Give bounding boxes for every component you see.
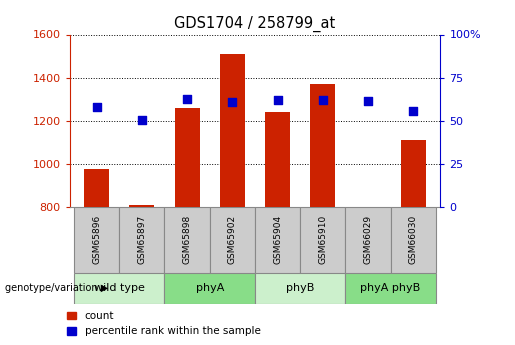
Bar [220, 54, 245, 207]
Title: GDS1704 / 258799_at: GDS1704 / 258799_at [174, 16, 336, 32]
Text: GSM65902: GSM65902 [228, 215, 237, 264]
Point [273, 98, 282, 103]
Bar [346, 207, 390, 273]
Text: GSM65910: GSM65910 [318, 215, 327, 264]
Text: GSM65904: GSM65904 [273, 215, 282, 264]
Bar [255, 207, 300, 273]
Text: phyA phyB: phyA phyB [360, 283, 421, 293]
Bar [164, 273, 255, 304]
Bar [175, 108, 199, 207]
Text: wild type: wild type [94, 283, 145, 293]
Point [364, 99, 372, 104]
Bar [265, 112, 290, 207]
Text: phyB: phyB [286, 283, 314, 293]
Bar [84, 169, 109, 207]
Text: GSM65897: GSM65897 [138, 215, 146, 264]
Bar [346, 273, 436, 304]
Point [93, 104, 101, 109]
Text: GSM66029: GSM66029 [364, 215, 372, 264]
Bar [74, 207, 119, 273]
Point [183, 96, 191, 102]
Legend: count, percentile rank within the sample: count, percentile rank within the sample [67, 311, 261, 336]
Point [319, 98, 327, 103]
Bar [390, 207, 436, 273]
Bar [210, 207, 255, 273]
Bar [119, 207, 164, 273]
Point [409, 109, 417, 114]
Text: GSM65898: GSM65898 [183, 215, 192, 264]
Text: genotype/variation ▶: genotype/variation ▶ [5, 283, 108, 293]
Bar [164, 207, 210, 273]
Bar [255, 273, 346, 304]
Text: phyA: phyA [196, 283, 224, 293]
Bar [74, 273, 164, 304]
Bar [401, 140, 425, 207]
Bar [300, 207, 346, 273]
Bar [129, 205, 154, 207]
Point [228, 100, 236, 105]
Text: GSM66030: GSM66030 [409, 215, 418, 264]
Point [138, 117, 146, 122]
Text: GSM65896: GSM65896 [92, 215, 101, 264]
Bar [311, 84, 335, 207]
